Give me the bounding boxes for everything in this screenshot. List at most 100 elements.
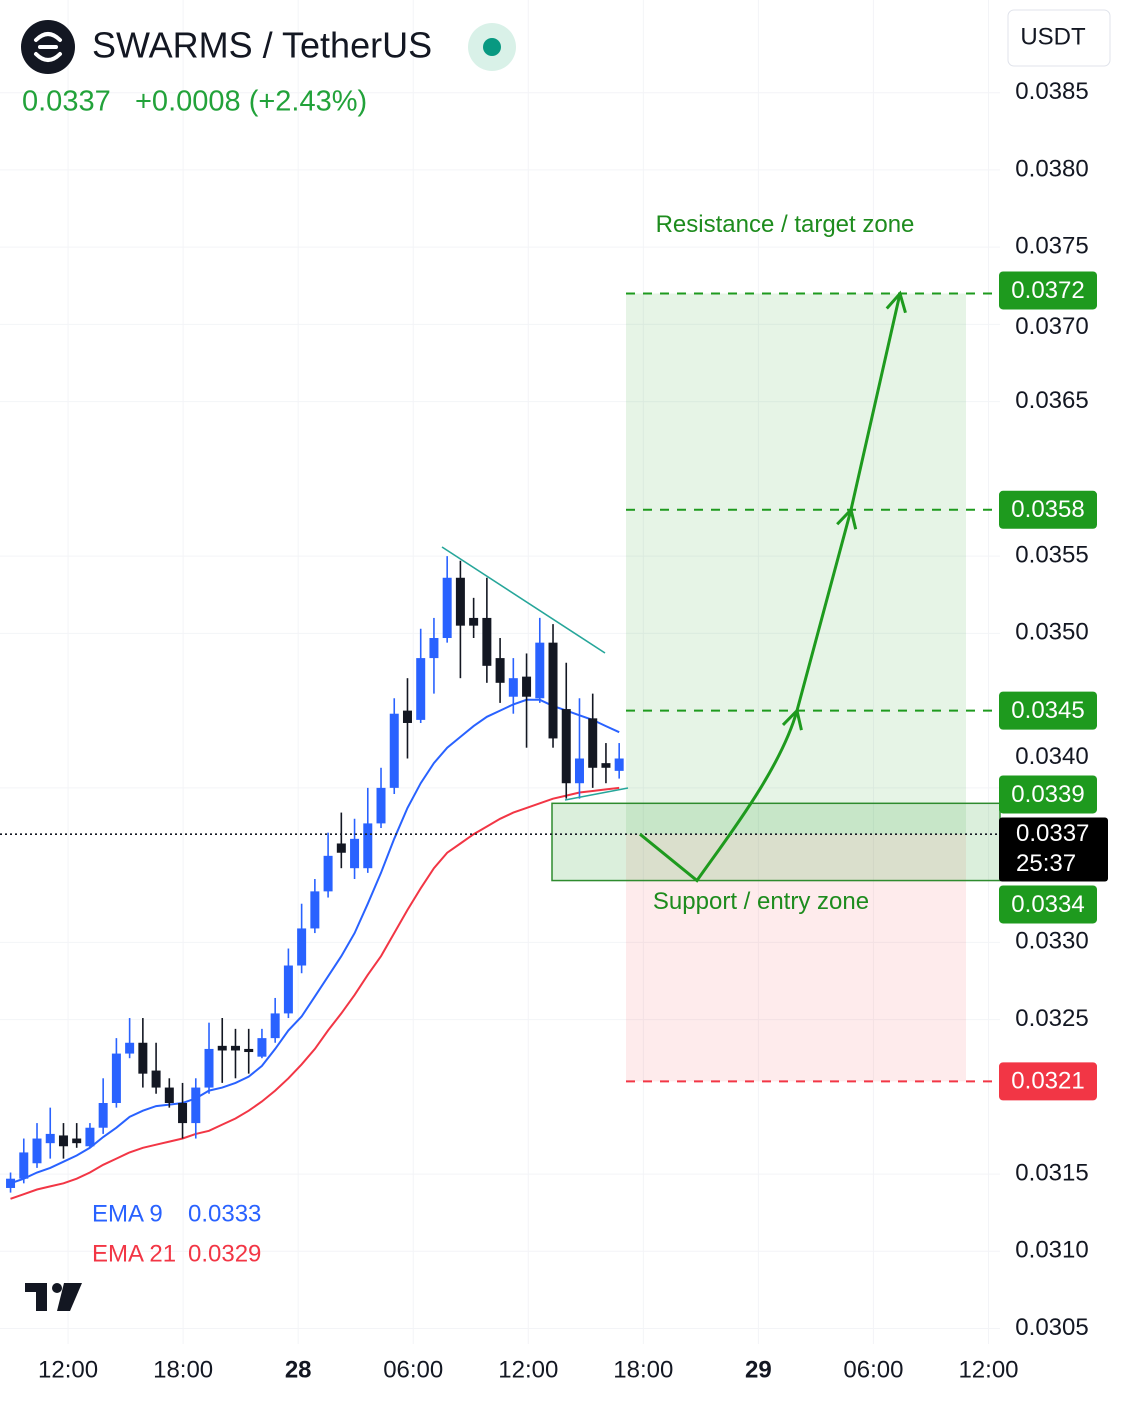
x-tick-label: 12:00 <box>958 1356 1018 1383</box>
arrow-head <box>885 290 907 314</box>
x-tick-label: 18:00 <box>153 1356 213 1383</box>
price-label-box <box>999 490 1097 529</box>
price-label-box <box>999 775 1097 814</box>
candle-body <box>6 1178 16 1188</box>
candle-body <box>601 763 611 768</box>
annotation: Resistance / target zone <box>656 211 915 238</box>
ema-line <box>10 786 620 1200</box>
x-tick-label: 06:00 <box>383 1356 443 1383</box>
candle-body <box>548 642 558 739</box>
target-zone <box>626 293 966 835</box>
y-tick-label: 0.0375 <box>1015 233 1088 260</box>
candle-body <box>125 1042 135 1054</box>
y-tick-label: 0.0310 <box>1015 1237 1088 1264</box>
candle-body <box>614 758 624 771</box>
status-dot <box>483 38 501 56</box>
price-label: 0.0358 <box>1011 496 1084 523</box>
legend-name: EMA 21 <box>92 1240 176 1267</box>
support-zone <box>551 802 1001 882</box>
candle-body <box>574 758 584 784</box>
x-tick-label: 12:00 <box>38 1356 98 1383</box>
price-label-box <box>999 691 1097 730</box>
candle-body <box>429 638 439 659</box>
candle-body <box>270 1013 280 1039</box>
candle-body <box>98 1103 108 1128</box>
currency: USDT <box>1020 23 1086 50</box>
candle-body <box>389 713 399 788</box>
candle-body <box>495 658 505 683</box>
candle-body <box>402 710 412 723</box>
price-label-box <box>999 271 1097 310</box>
candle-body <box>310 891 320 929</box>
plot-area <box>6 556 624 1200</box>
zones <box>626 293 966 1082</box>
x-tick-label: 12:00 <box>498 1356 558 1383</box>
arrow-head <box>781 707 803 731</box>
candle-body <box>588 718 598 768</box>
candle-body <box>508 678 518 697</box>
price-change: +0.0008 (+2.43%) <box>135 86 367 118</box>
y-tick-label: 0.0355 <box>1015 541 1088 568</box>
countdown: 25:37 <box>1016 850 1076 877</box>
x-tick-label: 18:00 <box>613 1356 673 1383</box>
legend-value: 0.0329 <box>188 1240 261 1267</box>
stop-zone <box>626 834 966 1082</box>
price-label-box <box>999 885 1097 924</box>
last-price-label: 0.0337 <box>1016 820 1089 847</box>
symbol-icon <box>21 20 75 74</box>
price-label: 0.0345 <box>1011 697 1084 724</box>
price-label: 0.0339 <box>1011 781 1084 808</box>
candle-body <box>45 1133 55 1144</box>
candle-body <box>535 642 545 699</box>
candle-body <box>204 1048 214 1088</box>
candle-body <box>58 1135 68 1147</box>
candle-body <box>32 1138 42 1164</box>
candle-body <box>257 1038 267 1057</box>
candle-body <box>151 1070 161 1088</box>
price-label-box <box>999 1062 1097 1101</box>
candle-body <box>561 709 571 784</box>
candle-body <box>230 1045 240 1051</box>
trend-line <box>441 546 606 654</box>
symbol-title: SWARMS / TetherUS <box>92 25 432 66</box>
candle-body <box>138 1042 148 1074</box>
candle-body <box>376 787 386 824</box>
candle-body <box>363 823 373 869</box>
candle-body <box>111 1053 121 1104</box>
candle-body <box>244 1048 254 1053</box>
candle-body <box>455 577 465 626</box>
candle-body <box>469 617 479 626</box>
candle-body <box>217 1045 227 1051</box>
legend-name: EMA 9 <box>92 1200 163 1227</box>
y-tick-label: 0.0380 <box>1015 155 1088 182</box>
candle-body <box>442 577 452 639</box>
y-tick-label: 0.0325 <box>1015 1005 1088 1032</box>
candle-body <box>297 928 307 966</box>
candle-body <box>482 617 492 666</box>
price-label: 0.0321 <box>1011 1068 1084 1095</box>
tradingview-logo <box>25 1283 82 1311</box>
candle-body <box>191 1087 201 1124</box>
price-label: 0.0372 <box>1011 277 1084 304</box>
candle-body <box>283 965 293 1014</box>
x-tick-label: 28 <box>285 1356 312 1383</box>
candle-body <box>72 1138 82 1144</box>
currency-box[interactable] <box>1007 9 1111 67</box>
candle-body <box>323 855 333 892</box>
candle-body <box>85 1127 95 1147</box>
y-tick-label: 0.0350 <box>1015 619 1088 646</box>
price-label: 0.0334 <box>1011 891 1084 918</box>
legend-value: 0.0333 <box>188 1200 261 1227</box>
candle-body <box>416 658 426 720</box>
projection-arrow <box>639 293 902 883</box>
trend-line <box>564 787 629 801</box>
price-axis: 0.0385 0.0380 0.0375 0.0372 0.0370 0.0365 0.03… <box>999 78 1108 1341</box>
arrow-head <box>836 506 858 530</box>
last-price: 0.0337 <box>22 86 111 118</box>
candle-body <box>19 1152 29 1179</box>
y-tick-label: 0.0365 <box>1015 387 1088 414</box>
candle-body <box>336 843 346 853</box>
last-price-box <box>999 817 1108 882</box>
